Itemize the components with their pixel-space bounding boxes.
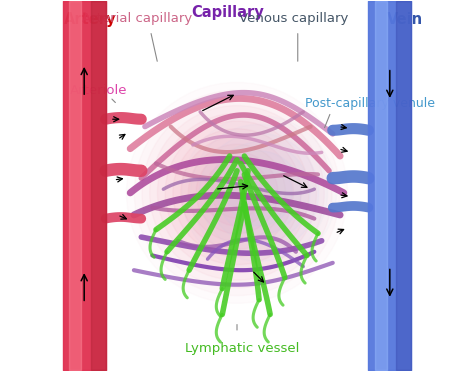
Text: Arterial capillary: Arterial capillary xyxy=(82,13,193,26)
Circle shape xyxy=(204,160,270,226)
Circle shape xyxy=(173,129,301,257)
Circle shape xyxy=(157,113,317,272)
Text: Artery: Artery xyxy=(64,13,117,27)
Circle shape xyxy=(208,142,310,244)
Text: Arteriole: Arteriole xyxy=(70,84,128,97)
Circle shape xyxy=(200,133,319,253)
Text: Lymphatic vessel: Lymphatic vessel xyxy=(185,342,300,355)
Circle shape xyxy=(134,90,340,296)
Text: Venous capillary: Venous capillary xyxy=(239,13,349,26)
Text: Capillary: Capillary xyxy=(191,5,264,20)
Circle shape xyxy=(150,106,324,280)
Circle shape xyxy=(226,160,292,226)
Text: Post-capillary venule: Post-capillary venule xyxy=(305,97,435,110)
Circle shape xyxy=(211,167,263,218)
Text: Vein: Vein xyxy=(386,13,423,27)
Circle shape xyxy=(181,137,293,249)
Circle shape xyxy=(142,98,332,288)
Circle shape xyxy=(165,121,309,265)
Circle shape xyxy=(196,152,278,234)
Circle shape xyxy=(188,144,286,242)
Circle shape xyxy=(217,151,301,235)
Circle shape xyxy=(191,124,328,261)
